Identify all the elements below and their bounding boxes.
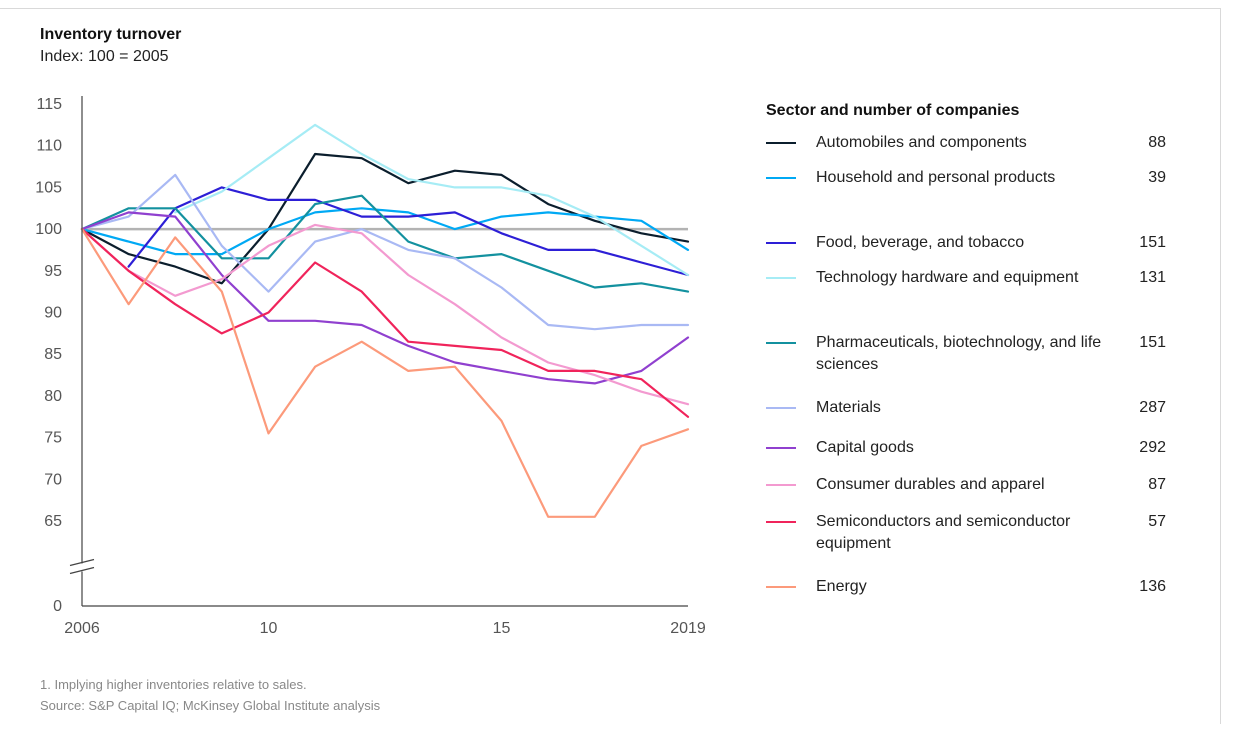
legend-swatch — [766, 277, 796, 279]
chart-title: Inventory turnover — [40, 26, 182, 43]
legend-count: 136 — [1139, 578, 1166, 595]
series-line-1 — [80, 207, 690, 256]
y-tick-label: 75 — [44, 430, 62, 447]
legend-swatch — [766, 447, 796, 449]
y-tick-label: 65 — [44, 513, 62, 530]
legend-count: 88 — [1148, 134, 1166, 151]
series-line-9 — [80, 228, 690, 518]
legend-swatch — [766, 142, 796, 144]
y-tick-label: 100 — [35, 221, 62, 238]
axis-break-mark — [69, 566, 95, 575]
x-tick-label: 10 — [260, 620, 278, 637]
series-line-0 — [80, 152, 690, 285]
legend-label: Materials — [816, 399, 881, 416]
legend-label: Food, beverage, and tobacco — [816, 234, 1025, 251]
legend-label: Automobiles and components — [816, 134, 1027, 151]
y-tick-label: 110 — [36, 138, 62, 155]
y-tick-label: 95 — [44, 263, 62, 280]
legend-count: 39 — [1148, 169, 1166, 186]
legend-label: Pharmaceuticals, biotechnology, and life… — [816, 334, 1102, 373]
x-tick-label: 2019 — [670, 620, 706, 637]
legend-count: 151 — [1139, 334, 1166, 351]
legend-count: 292 — [1139, 439, 1166, 456]
legend-count: 87 — [1148, 476, 1166, 493]
footnote: 1. Implying higher inventories relative … — [40, 677, 307, 692]
legend-title: Sector and number of companies — [766, 102, 1020, 119]
legend-label: Energy — [816, 578, 867, 595]
legend-count: 287 — [1139, 399, 1166, 416]
legend: Sector and number of companies Automobil… — [766, 100, 1186, 595]
legend-swatch — [766, 586, 796, 588]
legend-label: Technology hardware and equipment — [816, 269, 1079, 286]
series-line-7 — [80, 223, 690, 406]
source-note: Source: S&P Capital IQ; McKinsey Global … — [40, 698, 381, 713]
series-line-5 — [80, 173, 690, 331]
axis-break-gap — [76, 563, 88, 572]
legend-label: Semiconductors and semiconductor equipme… — [816, 513, 1071, 552]
legend-label: Capital goods — [816, 439, 914, 456]
legend-label: Consumer durables and apparel — [816, 476, 1045, 493]
legend-label: Household and personal products — [816, 169, 1056, 186]
y-tick-label: 85 — [44, 346, 62, 363]
y-tick-label: 70 — [44, 471, 62, 488]
legend-swatch — [766, 521, 796, 523]
y-tick-label: 115 — [36, 96, 62, 113]
series-line-8 — [80, 228, 690, 418]
series-line-6 — [80, 211, 690, 385]
y-tick-label: 0 — [53, 598, 62, 615]
series-line-2 — [127, 186, 690, 277]
legend-swatch — [766, 342, 796, 344]
legend-swatch — [766, 484, 796, 486]
legend-count: 151 — [1139, 234, 1166, 251]
series-line-3 — [174, 123, 690, 277]
y-tick-label: 90 — [44, 305, 62, 322]
chart-subtitle: Index: 100 = 2005 — [40, 48, 169, 65]
y-tick-label: 80 — [44, 388, 62, 405]
x-tick-label: 2006 — [64, 620, 100, 637]
axis-break-mark — [69, 558, 95, 567]
y-tick-label: 105 — [35, 179, 62, 196]
legend-count: 131 — [1139, 269, 1166, 286]
series-line-4 — [80, 194, 690, 293]
legend-swatch — [766, 177, 796, 179]
x-tick-label: 15 — [493, 620, 511, 637]
chart-frame — [0, 8, 1221, 724]
legend-swatch — [766, 242, 796, 244]
legend-count: 57 — [1148, 513, 1166, 530]
legend-swatch — [766, 407, 796, 409]
